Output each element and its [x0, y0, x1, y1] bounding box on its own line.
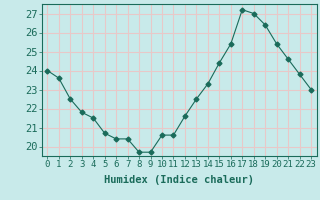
X-axis label: Humidex (Indice chaleur): Humidex (Indice chaleur) [104, 175, 254, 185]
